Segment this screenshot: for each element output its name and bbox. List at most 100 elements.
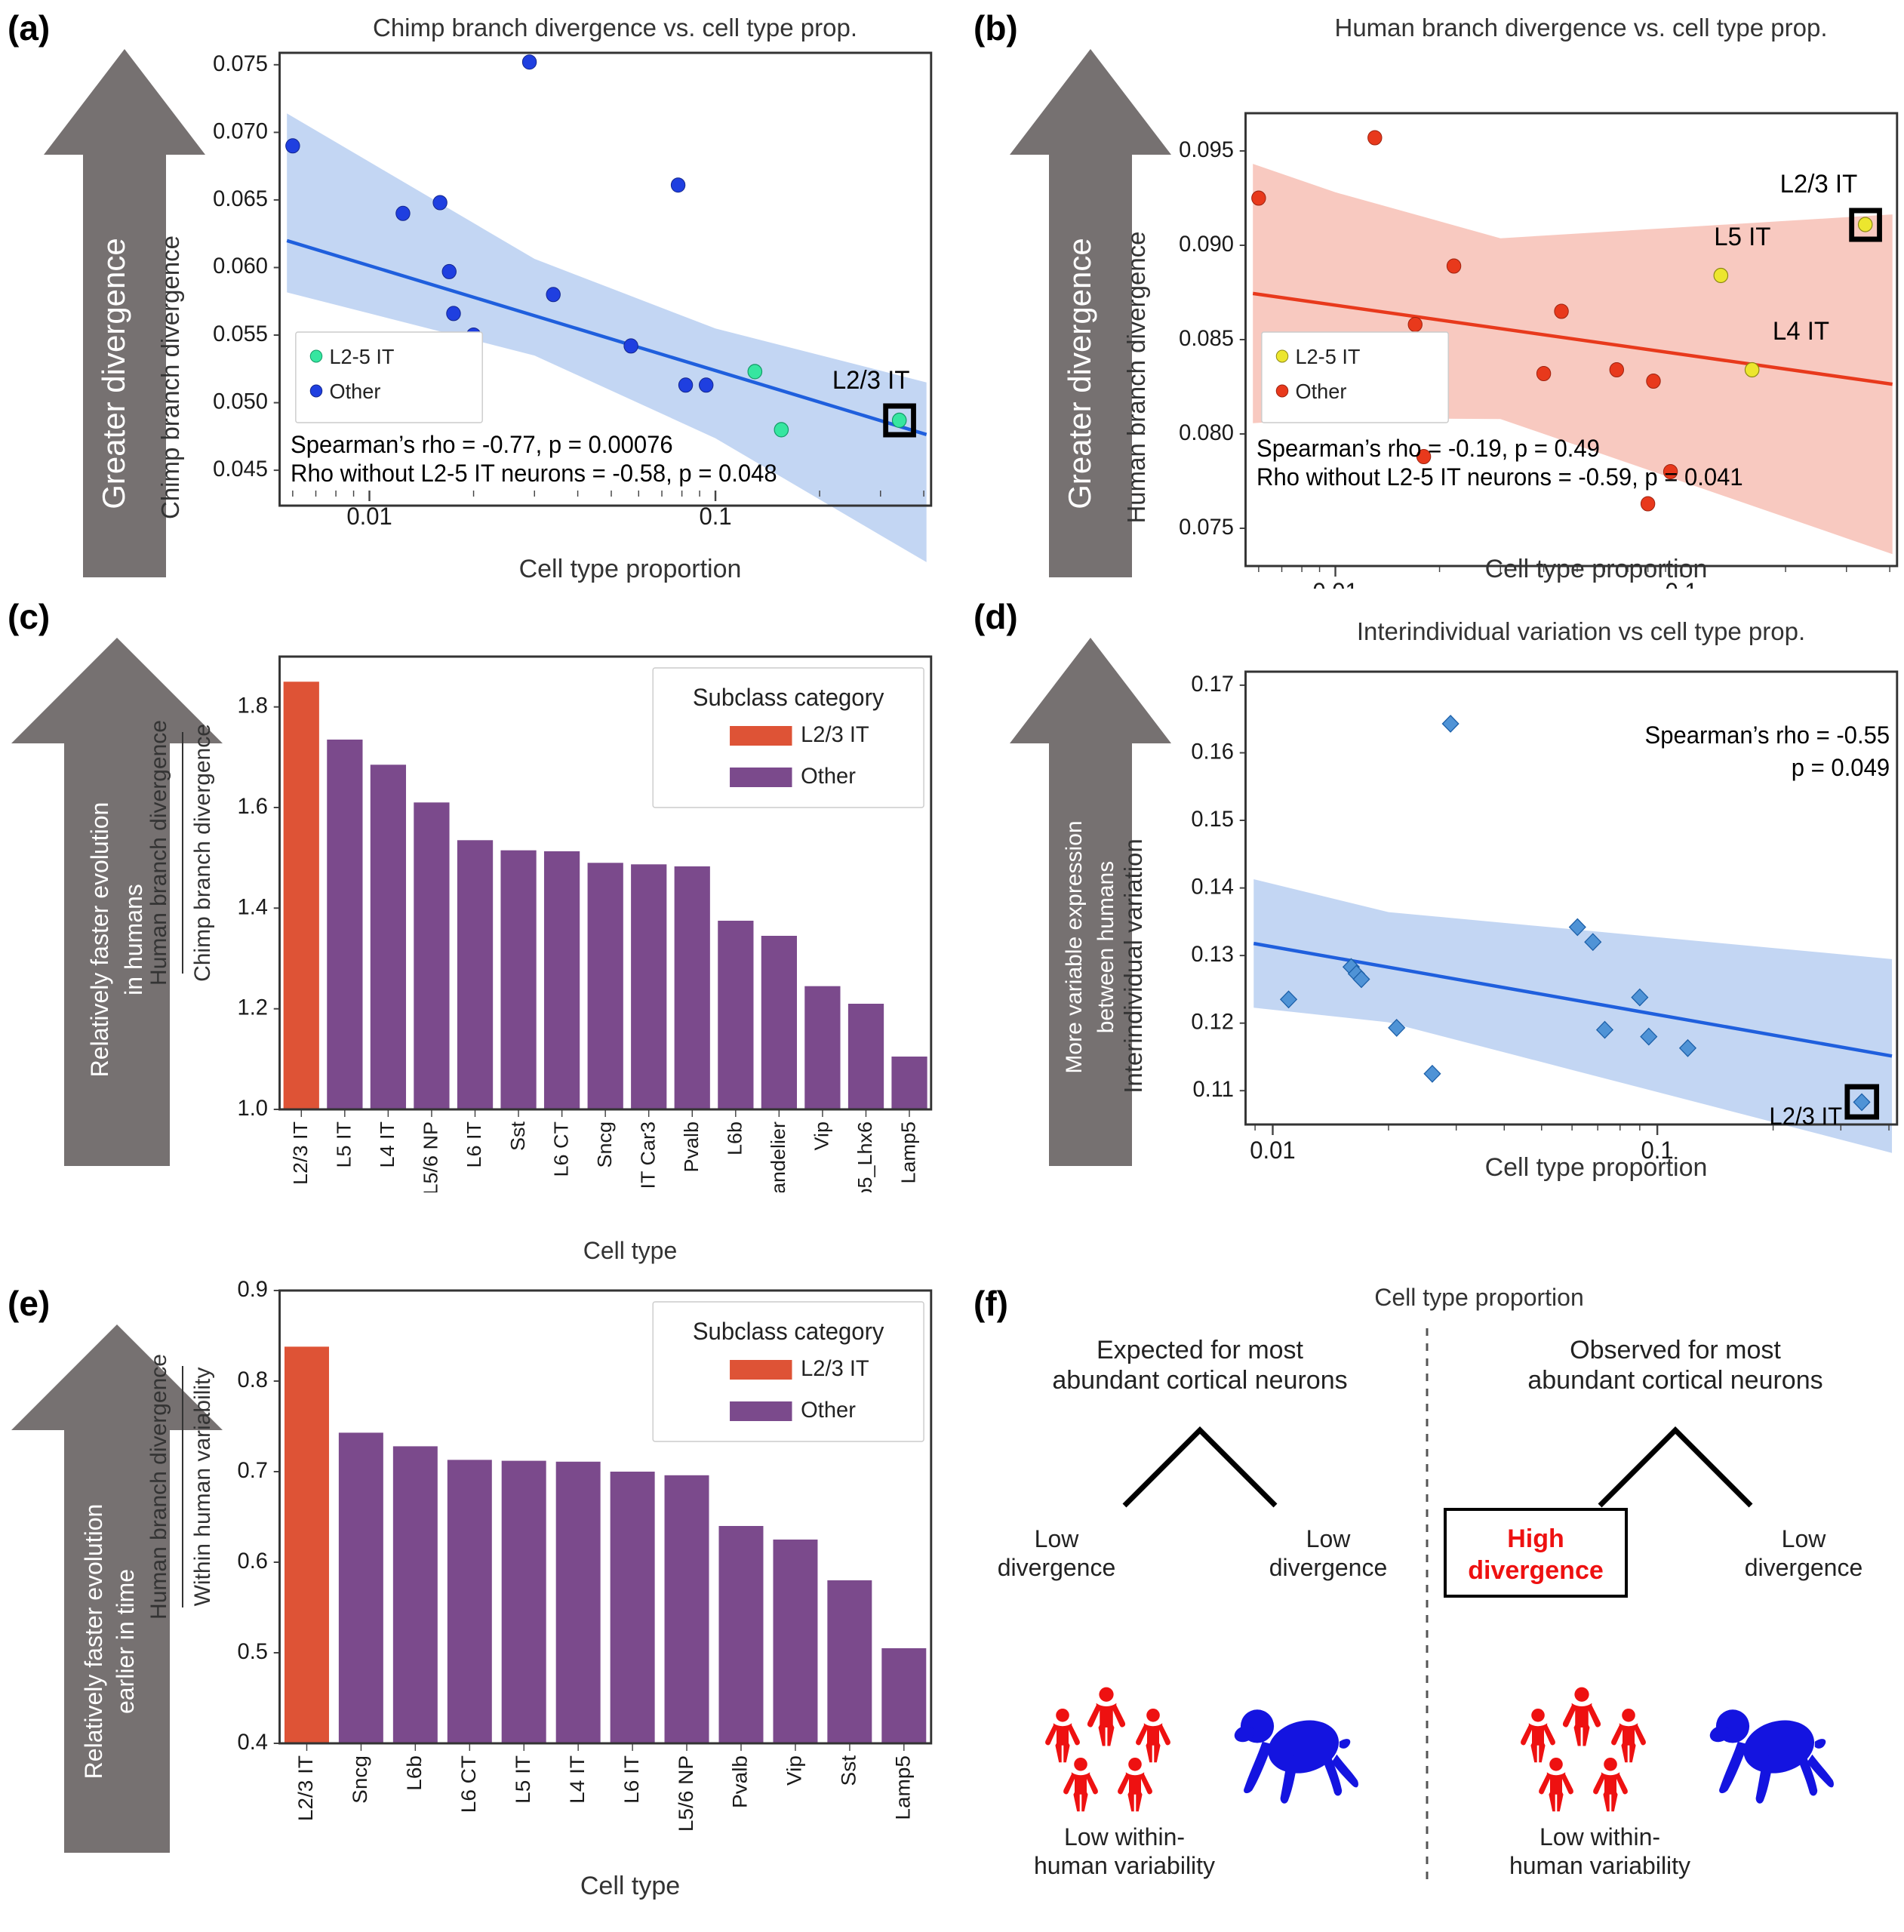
svg-text:0.01: 0.01 (1250, 1137, 1295, 1164)
svg-text:0.065: 0.065 (213, 186, 268, 211)
svg-text:Human branch divergence: Human branch divergence (146, 1354, 171, 1620)
svg-text:Vip: Vip (783, 1755, 806, 1786)
svg-text:0.085: 0.085 (1179, 326, 1234, 351)
svg-text:L6b: L6b (724, 1121, 746, 1155)
svg-text:1.6: 1.6 (238, 794, 268, 819)
svg-text:human variability: human variability (1509, 1852, 1690, 1879)
svg-text:Expected for most: Expected for most (1097, 1336, 1304, 1364)
svg-text:Interindividual variation vs c: Interindividual variation vs cell type p… (1357, 617, 1805, 645)
svg-text:Spearman’s rho = -0.19, p = 0.: Spearman’s rho = -0.19, p = 0.49 (1257, 435, 1600, 463)
svg-text:divergence: divergence (998, 1554, 1116, 1581)
svg-text:Sncg: Sncg (593, 1121, 616, 1168)
svg-text:Sst: Sst (506, 1121, 529, 1151)
svg-text:Rho without L2-5 IT neurons =: Rho without L2-5 IT neurons = -0.58, p =… (291, 460, 777, 488)
svg-text:p = 0.049: p = 0.049 (1792, 754, 1890, 782)
svg-text:L2/3 IT: L2/3 IT (801, 722, 869, 747)
svg-text:0.5: 0.5 (238, 1639, 268, 1664)
svg-text:Relatively faster evolution: Relatively faster evolution (80, 1504, 107, 1780)
svg-text:Cell type proportion: Cell type proportion (519, 555, 742, 583)
svg-text:Human branch divergence: Human branch divergence (1122, 231, 1150, 523)
svg-text:Observed for most: Observed for most (1570, 1336, 1781, 1364)
svg-text:0.7: 0.7 (238, 1458, 268, 1483)
svg-text:Other: Other (329, 380, 380, 403)
svg-text:abundant cortical neurons: abundant cortical neurons (1052, 1366, 1347, 1395)
svg-text:human variability: human variability (1034, 1852, 1215, 1879)
svg-text:Chimp branch divergence: Chimp branch divergence (190, 724, 215, 982)
svg-text:Low within-: Low within- (1540, 1823, 1660, 1850)
svg-text:L2/3 IT: L2/3 IT (294, 1755, 318, 1821)
svg-text:High: High (1507, 1524, 1564, 1553)
svg-text:Sncg: Sncg (349, 1755, 372, 1804)
svg-text:Pvalb: Pvalb (728, 1755, 752, 1808)
svg-text:0.075: 0.075 (213, 51, 268, 75)
svg-text:divergence: divergence (1745, 1554, 1863, 1581)
svg-text:Spearman’s rho = -0.55: Spearman’s rho = -0.55 (1645, 721, 1890, 749)
svg-text:1.2: 1.2 (238, 995, 268, 1020)
svg-text:L2-5 IT: L2-5 IT (329, 345, 394, 368)
svg-text:0.17: 0.17 (1191, 672, 1234, 697)
svg-text:L2/3 IT: L2/3 IT (289, 1121, 312, 1185)
svg-text:Low within-: Low within- (1064, 1823, 1185, 1850)
svg-text:Lamp5_Lhx6: Lamp5_Lhx6 (854, 1121, 877, 1192)
svg-text:1.4: 1.4 (238, 894, 268, 919)
svg-text:0.9: 0.9 (238, 1277, 268, 1302)
svg-text:0.070: 0.070 (213, 118, 268, 143)
svg-text:1.8: 1.8 (238, 693, 268, 718)
svg-text:0.16: 0.16 (1191, 739, 1234, 764)
svg-text:Cell type proportion: Cell type proportion (1485, 1153, 1708, 1182)
svg-text:0.4: 0.4 (238, 1730, 268, 1755)
svg-text:Subclass category: Subclass category (693, 684, 884, 712)
svg-text:Human branch divergence: Human branch divergence (146, 720, 171, 986)
svg-text:L4 IT: L4 IT (376, 1121, 398, 1168)
svg-text:Lamp5: Lamp5 (897, 1121, 920, 1184)
svg-text:L6 IT: L6 IT (620, 1755, 643, 1804)
svg-text:L6 IT Car3: L6 IT Car3 (637, 1121, 660, 1192)
svg-text:0.13: 0.13 (1191, 942, 1234, 967)
svg-text:Cell type: Cell type (583, 1238, 678, 1264)
svg-text:L2/3 IT: L2/3 IT (1780, 171, 1858, 199)
svg-text:Sst: Sst (837, 1755, 860, 1786)
svg-text:L6 CT: L6 CT (550, 1121, 573, 1177)
svg-text:Low: Low (1782, 1525, 1827, 1552)
svg-text:0.12: 0.12 (1191, 1009, 1234, 1034)
svg-text:L2/3 IT: L2/3 IT (801, 1356, 869, 1381)
svg-text:L5 IT: L5 IT (511, 1755, 534, 1804)
svg-text:Cell type: Cell type (580, 1872, 680, 1900)
svg-text:Interindividual variation: Interindividual variation (1119, 838, 1147, 1094)
svg-text:L5 IT: L5 IT (333, 1121, 355, 1168)
svg-text:Chandelier: Chandelier (767, 1121, 789, 1192)
svg-text:L6 CT: L6 CT (457, 1755, 480, 1813)
svg-text:Other: Other (801, 1398, 856, 1423)
svg-text:Chimp branch divergence: Chimp branch divergence (156, 235, 184, 519)
svg-text:L4 IT: L4 IT (1773, 318, 1829, 346)
svg-text:Cell type proportion: Cell type proportion (1374, 1284, 1583, 1311)
svg-text:0.6: 0.6 (238, 1549, 268, 1574)
svg-text:Pvalb: Pvalb (680, 1121, 703, 1172)
svg-text:More variable expression: More variable expression (1062, 820, 1087, 1073)
svg-text:L2/3 IT: L2/3 IT (1769, 1103, 1842, 1131)
svg-text:0.11: 0.11 (1193, 1077, 1234, 1102)
svg-text:Low: Low (1035, 1525, 1080, 1552)
svg-text:Lamp5: Lamp5 (891, 1755, 915, 1820)
svg-text:0.095: 0.095 (1179, 137, 1234, 162)
svg-text:Other: Other (1295, 380, 1346, 403)
svg-text:Subclass category: Subclass category (693, 1318, 884, 1346)
svg-text:Rho without L2-5 IT neurons =: Rho without L2-5 IT neurons = -0.59, p =… (1257, 463, 1743, 491)
svg-text:Chimp branch divergence vs. ce: Chimp branch divergence vs. cell type pr… (373, 15, 857, 42)
svg-text:Greater divergence: Greater divergence (96, 238, 131, 509)
svg-text:0.050: 0.050 (213, 389, 268, 414)
svg-text:L4 IT: L4 IT (565, 1755, 589, 1804)
svg-text:L6b: L6b (402, 1755, 426, 1791)
svg-text:Other: Other (801, 764, 856, 789)
svg-text:L5/6 NP: L5/6 NP (674, 1755, 697, 1832)
svg-text:0.060: 0.060 (213, 254, 268, 278)
svg-text:0.075: 0.075 (1179, 515, 1234, 540)
svg-text:divergence: divergence (1468, 1556, 1604, 1585)
svg-text:Cell type proportion: Cell type proportion (1485, 555, 1708, 583)
svg-text:Greater divergence: Greater divergence (1062, 238, 1097, 509)
svg-text:Vip: Vip (811, 1121, 833, 1151)
svg-text:L5/6 NP: L5/6 NP (420, 1121, 442, 1192)
svg-text:Within human variability: Within human variability (190, 1367, 215, 1607)
svg-text:0.045: 0.045 (213, 457, 268, 481)
svg-text:0.8: 0.8 (238, 1367, 268, 1392)
